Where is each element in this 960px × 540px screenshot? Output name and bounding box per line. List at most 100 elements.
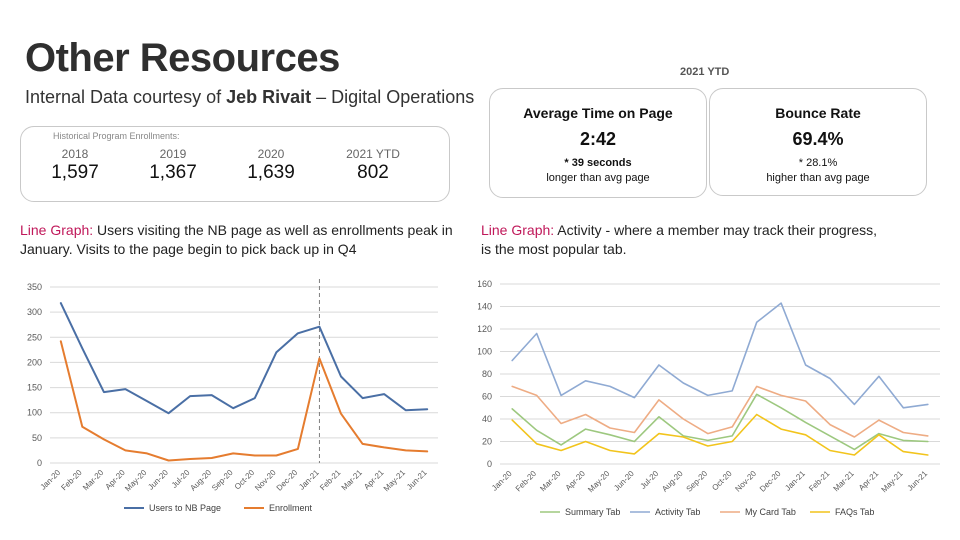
y-tick-label: 150 [27, 383, 42, 393]
y-tick-label: 50 [32, 433, 42, 443]
kpi-note: * 28.1% higher than avg page [710, 156, 926, 186]
kpi-bounce-rate-card: Bounce Rate 69.4% * 28.1% higher than avg… [709, 88, 927, 196]
series-line-summary-tab [511, 393, 929, 451]
legend-label: My Card Tab [745, 507, 796, 517]
x-tick-label: Jun-20 [612, 469, 636, 493]
y-tick-label: 100 [478, 347, 492, 357]
series-line-faqs-tab [511, 413, 929, 456]
x-tick-label: Feb-21 [807, 469, 832, 494]
x-tick-label: Aug-20 [660, 469, 685, 494]
caption-emphasis: January [20, 241, 69, 257]
right-chart-caption: Line Graph: Activity - where a member ma… [481, 221, 951, 259]
y-tick-label: 250 [27, 332, 42, 342]
x-tick-label: Jun-21 [405, 468, 429, 492]
y-tick-label: 120 [478, 324, 492, 334]
caption-emphasis: is the most popular tab [481, 241, 623, 257]
x-tick-label: Nov-20 [733, 469, 758, 494]
historical-year: 2021 YTD [346, 147, 400, 161]
x-tick-label: Dec-20 [275, 468, 300, 493]
y-tick-label: 300 [27, 307, 42, 317]
x-tick-label: Jan-20 [39, 468, 63, 492]
historical-item-2019: 2019 1,367 [128, 147, 218, 184]
legend-label: Enrollment [269, 503, 313, 513]
historical-value: 1,597 [51, 162, 99, 183]
x-tick-label: Jan-21 [297, 468, 321, 492]
x-tick-label: Jun-20 [146, 468, 170, 492]
x-tick-label: Mar-21 [832, 469, 857, 494]
caption-text: Users visiting the NB page as well as en… [93, 222, 453, 238]
historical-year: 2020 [257, 147, 285, 161]
y-tick-label: 40 [482, 414, 492, 424]
kpi-title-main: Bounce Rate [775, 105, 861, 121]
y-tick-label: 350 [27, 282, 42, 292]
x-tick-label: Feb-20 [59, 468, 84, 493]
caption-label: Line Graph: [20, 222, 94, 238]
y-tick-label: 140 [478, 302, 492, 312]
x-tick-label: Aug-20 [188, 468, 213, 493]
historical-enrollments-card: Historical Program Enrollments: 2018 1,5… [20, 126, 450, 202]
kpi-title: Bounce Rate [710, 105, 926, 121]
x-tick-label: Jun-21 [906, 469, 930, 493]
subtitle-suffix: – Digital Operations [311, 87, 475, 107]
x-tick-label: Apr-20 [564, 469, 588, 493]
x-tick-label: Jan-20 [490, 469, 514, 493]
historical-item-2018: 2018 1,597 [30, 147, 120, 184]
caption-text: - where a member may track their progres… [601, 222, 878, 238]
kpi-note-rest: longer than avg page [546, 172, 650, 184]
legend-label: FAQs Tab [835, 507, 874, 517]
y-tick-label: 60 [482, 392, 492, 402]
kpi-note: * 39 seconds longer than avg page [490, 156, 706, 186]
subtitle-name: Jeb Rivait [226, 87, 312, 107]
y-tick-label: 0 [37, 458, 42, 468]
left-chart-caption: Line Graph: Users visiting the NB page a… [20, 221, 460, 259]
kpi-value: 2:42 [579, 129, 617, 149]
kpi-note-rest: higher than avg page [766, 172, 870, 184]
x-tick-label: Dec-20 [758, 469, 783, 494]
historical-value: 802 [357, 162, 389, 183]
page-subtitle: Internal Data courtesy of Jeb Rivait – D… [25, 87, 474, 108]
historical-caption: Historical Program Enrollments: [53, 131, 180, 141]
x-tick-label: Mar-20 [538, 469, 563, 494]
kpi-value: 69.4% [792, 129, 844, 149]
x-tick-label: May-21 [382, 468, 408, 494]
x-tick-label: May-20 [586, 469, 612, 495]
x-tick-label: May-20 [123, 468, 149, 494]
x-tick-label: Oct-20 [233, 468, 257, 492]
historical-value: 1,639 [247, 162, 295, 183]
y-tick-label: 160 [478, 279, 492, 289]
caption-label: Line Graph: [481, 222, 555, 238]
y-tick-label: 20 [482, 437, 492, 447]
legend-label: Users to NB Page [149, 503, 221, 513]
kpi-note-main: * 28.1% [798, 157, 838, 169]
kpi-title-rest: on Page [614, 105, 673, 121]
historical-item-2020: 2020 1,639 [226, 147, 316, 184]
series-line-users-to-nb-page [59, 302, 429, 415]
ytd-label: 2021 YTD [680, 66, 730, 78]
caption-emphasis: Activity [554, 222, 602, 238]
subtitle-prefix: Internal Data courtesy of [25, 87, 227, 107]
historical-item-2021-ytd: 2021 YTD 802 [328, 147, 418, 184]
legend-label: Summary Tab [565, 507, 620, 517]
y-tick-label: 0 [487, 459, 492, 469]
x-tick-label: Sep-20 [685, 469, 710, 494]
x-tick-label: Sep-20 [210, 468, 235, 493]
legend-label: Activity Tab [655, 507, 700, 517]
kpi-note-main: * 39 seconds [564, 157, 632, 169]
caption-text: . Visits to the page begin to pick back … [68, 241, 357, 257]
page-title: Other Resources [25, 36, 340, 80]
series-line-my-card-tab [511, 385, 929, 438]
x-tick-label: Oct-20 [710, 469, 734, 493]
y-tick-label: 100 [27, 408, 42, 418]
series-line-activity-tab [511, 302, 929, 409]
kpi-title-main: Average Time [523, 105, 615, 121]
x-tick-label: Feb-21 [318, 468, 343, 493]
kpi-average-time-card: Average Time on Page 2:42 * 39 seconds lo… [489, 88, 707, 198]
x-tick-label: Mar-20 [81, 468, 106, 493]
x-tick-label: Apr-21 [857, 469, 881, 493]
caption-text: . [622, 241, 627, 257]
kpi-title: Average Time on Page [490, 105, 706, 121]
x-tick-label: Nov-20 [253, 468, 278, 493]
historical-year: 2018 [61, 147, 89, 161]
